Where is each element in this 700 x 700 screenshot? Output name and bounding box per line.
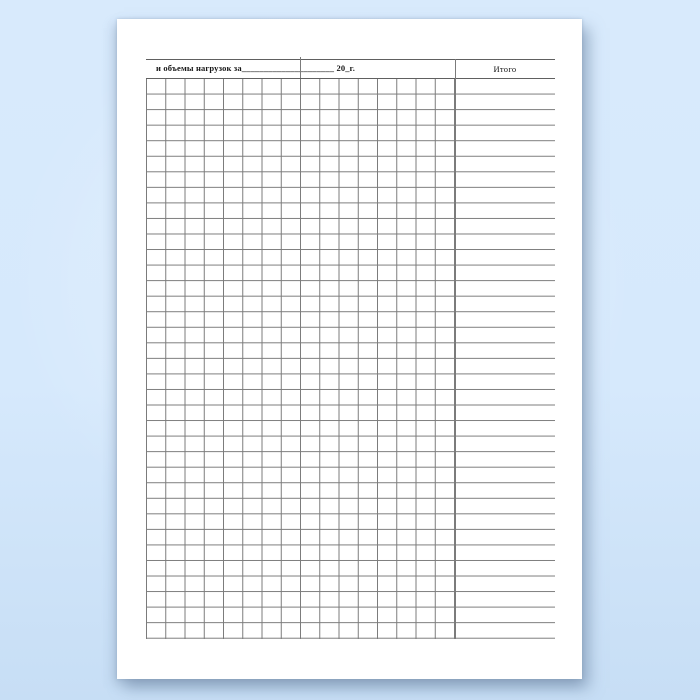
form-title: и объемы нагрузок за____________________… — [156, 63, 355, 73]
totals-header-label: Итого — [493, 64, 517, 74]
totals-header-cell: Итого — [455, 60, 555, 78]
document-page: и объемы нагрузок за____________________… — [117, 19, 582, 679]
table-body — [145, 79, 555, 639]
table-header-band: Итого — [145, 57, 555, 79]
table-column-lines — [145, 79, 455, 639]
totals-column-divider — [454, 59, 456, 639]
ledger-table: Итого — [145, 57, 555, 639]
header-middle-divider — [300, 57, 302, 78]
